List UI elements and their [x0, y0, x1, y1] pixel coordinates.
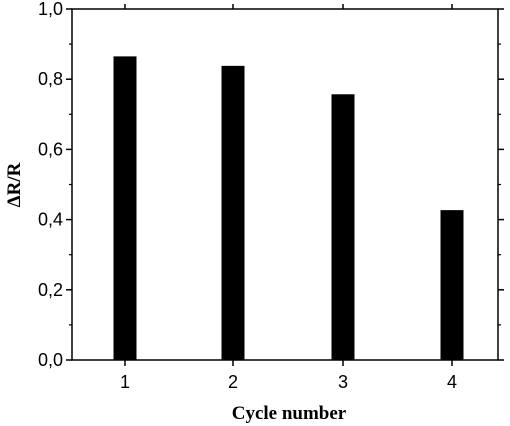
bar-cycle-1	[113, 56, 137, 360]
x-axis: 1 2 3 4	[120, 4, 457, 392]
x-tick-label: 3	[338, 372, 348, 392]
y-tick-label: 1,0	[38, 0, 63, 19]
x-tick-label: 1	[120, 372, 130, 392]
y-tick-label: 0,4	[38, 210, 63, 230]
bar-cycle-2	[221, 65, 245, 360]
y-tick-label: 0,2	[38, 280, 63, 300]
x-tick-label: 4	[447, 372, 457, 392]
bar-series	[113, 56, 464, 360]
y-tick-label: 0,6	[38, 139, 63, 159]
x-tick-label: 2	[228, 372, 238, 392]
bar-cycle-4	[440, 210, 464, 360]
bar-cycle-3	[331, 94, 355, 360]
x-axis-title: Cycle number	[232, 403, 347, 424]
y-axis: 0,0 0,2 0,4 0,6 0,8 1,0	[38, 0, 504, 370]
y-axis-title: ΔR/R	[4, 162, 25, 207]
y-tick-label: 0,0	[38, 350, 63, 370]
y-tick-label: 0,8	[38, 69, 63, 89]
